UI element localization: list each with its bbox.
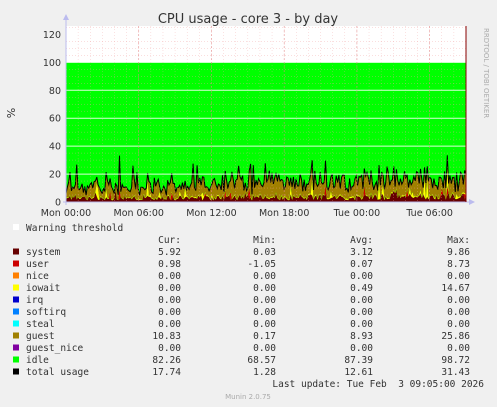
y-tick-label: 40	[49, 142, 61, 153]
x-tick-label: Mon 12:00	[186, 208, 236, 219]
legend-cur-softirq: 0.00	[158, 307, 181, 318]
legend-max-user: 8.73	[447, 259, 470, 270]
last-update: Last update: Tue Feb 3 09:05:00 2026	[272, 379, 484, 390]
legend-swatch-softirq	[13, 308, 19, 315]
y-axis-label: %	[5, 108, 18, 118]
legend-min-nice: 0.00	[253, 271, 276, 282]
legend-max-iowait: 14.67	[441, 283, 470, 294]
legend-label-system: system	[26, 247, 61, 258]
warning-threshold-label: Warning threshold	[26, 223, 123, 234]
legend-avg-steal: 0.00	[350, 319, 373, 330]
series-area-system	[66, 189, 466, 202]
y-tick-label: 100	[43, 58, 61, 69]
legend-swatch-user	[13, 260, 19, 267]
legend-swatch-iowait	[13, 284, 19, 291]
legend-cur-user: 0.98	[158, 259, 181, 270]
legend-max-guest: 25.86	[441, 331, 470, 342]
legend-label-softirq: softirq	[26, 307, 66, 318]
legend-max-nice: 0.00	[447, 271, 470, 282]
legend-avg-nice: 0.00	[350, 271, 373, 282]
legend-swatch-guest-nice	[13, 344, 19, 351]
legend-avg-irq: 0.00	[350, 295, 373, 306]
legend-max-system: 9.86	[447, 247, 470, 258]
legend-avg-softirq: 0.00	[350, 307, 373, 318]
legend-min-guest: 0.17	[253, 331, 276, 342]
legend-label-nice: nice	[26, 271, 49, 282]
x-axis-arrow	[469, 199, 475, 205]
legend-cur-iowait: 0.00	[158, 283, 181, 294]
legend-header-avg: Avg:	[350, 235, 373, 246]
legend-min-system: 0.03	[253, 247, 276, 258]
legend-cur-nice: 0.00	[158, 271, 181, 282]
x-tick-label: Tue 06:00	[405, 208, 453, 219]
legend-avg-iowait: 0.49	[350, 283, 373, 294]
legend-cur-guest: 10.83	[152, 331, 181, 342]
legend-cur-irq: 0.00	[158, 295, 181, 306]
legend-swatch-total-usage	[13, 368, 19, 375]
legend-max-steal: 0.00	[447, 319, 470, 330]
legend-max-idle: 98.72	[441, 355, 470, 366]
side-label: RRDTOOL / TOBI OETIKER	[482, 28, 490, 118]
y-tick-label: 0	[55, 198, 61, 209]
legend-cur-steal: 0.00	[158, 319, 181, 330]
legend-header-max: Max:	[447, 235, 470, 246]
legend-min-guest-nice: 0.00	[253, 343, 276, 354]
legend-max-total-usage: 31.43	[441, 367, 470, 378]
legend-avg-total-usage: 12.61	[344, 367, 373, 378]
legend-label-idle: idle	[26, 355, 49, 366]
legend-cur-guest-nice: 0.00	[158, 343, 181, 354]
munin-version: Munin 2.0.75	[225, 393, 271, 401]
legend-label-guest-nice: guest_nice	[26, 343, 83, 354]
legend-avg-guest: 8.93	[350, 331, 373, 342]
series-line-total-usage	[65, 155, 467, 196]
legend-min-iowait: 0.00	[253, 283, 276, 294]
legend-min-user: -1.05	[247, 259, 276, 270]
y-tick-label: 60	[49, 114, 61, 125]
legend-avg-system: 3.12	[350, 247, 373, 258]
legend-min-idle: 68.57	[247, 355, 276, 366]
legend-min-softirq: 0.00	[253, 307, 276, 318]
legend-header-min: Min:	[253, 235, 276, 246]
legend-max-irq: 0.00	[447, 295, 470, 306]
legend-max-softirq: 0.00	[447, 307, 470, 318]
legend-swatch-irq	[13, 296, 19, 303]
legend-label-irq: irq	[26, 295, 43, 306]
y-tick-label: 80	[49, 86, 61, 97]
legend-label-user: user	[26, 259, 49, 270]
x-tick-label: Mon 06:00	[114, 208, 164, 219]
chart-title: CPU usage - core 3 - by day	[158, 12, 339, 27]
legend-swatch-nice	[13, 272, 19, 279]
legend-cur-system: 5.92	[158, 247, 181, 258]
legend-avg-guest-nice: 0.00	[350, 343, 373, 354]
legend-max-guest-nice: 0.00	[447, 343, 470, 354]
y-tick-label: 20	[49, 170, 61, 181]
legend-avg-user: 0.07	[350, 259, 373, 270]
y-axis-arrow	[63, 14, 69, 20]
legend-label-iowait: iowait	[26, 283, 60, 294]
warning-threshold-swatch	[13, 224, 19, 230]
legend-header-cur: Cur:	[158, 235, 181, 246]
legend-label-steal: steal	[26, 319, 55, 330]
legend-label-total-usage: total usage	[26, 367, 89, 378]
legend-min-steal: 0.00	[253, 319, 276, 330]
legend-swatch-guest	[13, 332, 19, 339]
legend-cur-idle: 82.26	[152, 355, 181, 366]
legend-min-irq: 0.00	[253, 295, 276, 306]
legend-swatch-system	[13, 248, 19, 255]
legend-label-guest: guest	[26, 331, 55, 342]
legend-swatch-steal	[13, 320, 19, 327]
legend-avg-idle: 87.39	[344, 355, 373, 366]
x-tick-label: Mon 18:00	[259, 208, 309, 219]
x-tick-label: Mon 00:00	[41, 208, 91, 219]
legend-cur-total-usage: 17.74	[152, 367, 181, 378]
y-tick-label: 120	[43, 30, 61, 41]
legend-min-total-usage: 1.28	[253, 367, 276, 378]
series-area-iowait	[66, 166, 466, 201]
x-tick-label: Tue 00:00	[333, 208, 381, 219]
legend-swatch-idle	[13, 356, 19, 363]
